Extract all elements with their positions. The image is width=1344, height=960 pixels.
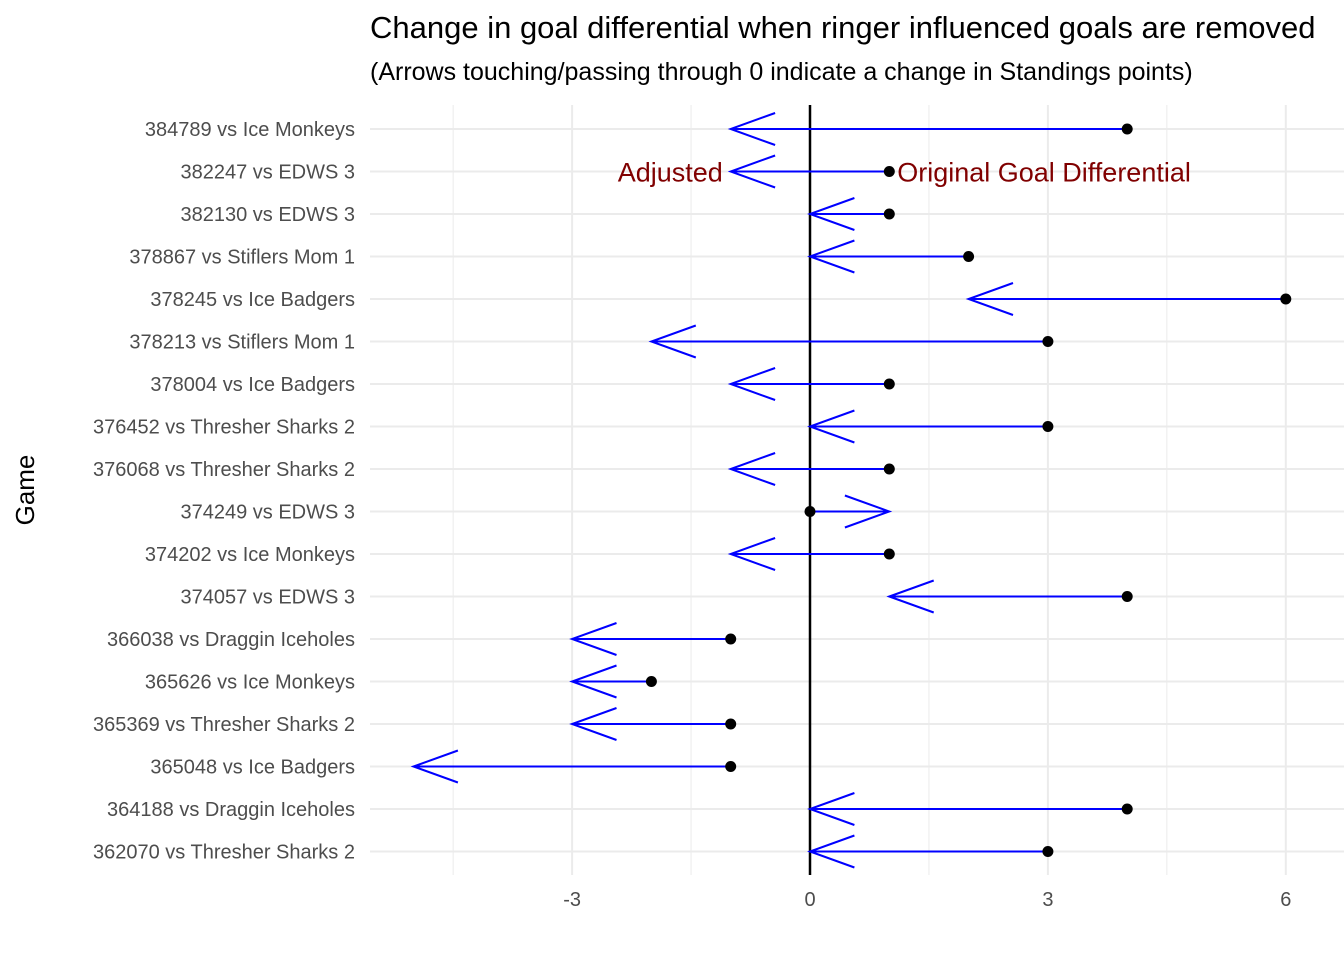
arrow-head [727, 452, 776, 486]
x-tick-label: 0 [804, 889, 815, 911]
arrow-head [727, 537, 776, 571]
y-tick-label: 366038 vs Draggin Iceholes [107, 629, 355, 651]
y-tick-label: 378245 vs Ice Badgers [150, 289, 355, 311]
y-tick-label: 378213 vs Stiflers Mom 1 [129, 332, 355, 354]
arrow-head [807, 834, 855, 869]
y-tick-label: 374057 vs EDWS 3 [180, 587, 355, 609]
y-tick-label: 364188 vs Draggin Iceholes [107, 799, 355, 821]
original-point [1042, 421, 1054, 432]
annotation-label: Adjusted [618, 158, 723, 188]
arrow-head [727, 154, 776, 189]
y-tick-label: 365626 vs Ice Monkeys [145, 672, 355, 694]
change-arrow [569, 664, 652, 699]
chart-title: Change in goal differential when ringer … [370, 10, 1316, 45]
point-layer [645, 123, 1292, 857]
arrow-head [727, 112, 776, 146]
y-tick-label: 376452 vs Thresher Sharks 2 [93, 417, 355, 439]
arrow-head [807, 197, 855, 231]
arrow-head [727, 367, 776, 401]
y-tick-label: 382247 vs EDWS 3 [180, 162, 355, 184]
arrow-head [410, 749, 459, 784]
original-point [883, 378, 895, 390]
change-arrow [886, 579, 1128, 614]
x-tick-label: -3 [563, 889, 581, 911]
original-point [1121, 591, 1133, 602]
y-tick-label: 374202 vs Ice Monkeys [145, 544, 355, 566]
y-tick-label: 378867 vs Stiflers Mom 1 [129, 247, 355, 269]
y-tick-label: 374249 vs EDWS 3 [180, 502, 355, 524]
change-arrow [410, 749, 731, 784]
y-axis-title: Game [10, 455, 40, 526]
chart-subtitle: (Arrows touching/passing through 0 indic… [370, 58, 1193, 86]
grid-layer [370, 105, 1344, 875]
x-tick-label: 6 [1280, 889, 1291, 911]
change-arrow [727, 112, 1128, 146]
arrow-head [844, 494, 893, 529]
original-point [883, 548, 895, 560]
arrow-head [807, 409, 855, 444]
y-tick-label: 376068 vs Thresher Sharks 2 [93, 459, 355, 481]
arrow-layer [410, 112, 1286, 869]
original-point [725, 633, 737, 645]
original-point [883, 166, 895, 177]
change-arrow [569, 622, 731, 656]
y-tick-label: 378004 vs Ice Badgers [150, 374, 355, 396]
original-point [1280, 293, 1292, 305]
change-arrow [569, 707, 731, 741]
arrow-head [569, 622, 617, 656]
x-tick-labels: -3 0 3 6 [563, 889, 1291, 911]
y-tick-labels: 384789 vs Ice Monkeys 382247 vs EDWS 3 382… [93, 119, 355, 864]
y-tick-label: 365048 vs Ice Badgers [150, 757, 355, 779]
original-point [1121, 123, 1133, 135]
original-point [1042, 336, 1054, 347]
change-arrow [727, 367, 890, 401]
arrow-head [807, 792, 855, 826]
annotation-label: Original Goal Differential [897, 158, 1191, 188]
arrow-head [648, 324, 697, 359]
annotation-layer: Adjusted Original Goal Differential [618, 158, 1191, 188]
original-point [883, 208, 895, 220]
original-point [1042, 846, 1054, 857]
change-arrow [807, 834, 1048, 869]
y-tick-label: 362070 vs Thresher Sharks 2 [93, 842, 355, 864]
y-tick-label: 382130 vs EDWS 3 [180, 204, 355, 226]
original-point [883, 463, 895, 475]
change-arrow [727, 452, 890, 486]
change-arrow [810, 494, 893, 529]
original-point [725, 718, 737, 730]
y-tick-label: 384789 vs Ice Monkeys [145, 119, 355, 141]
x-tick-label: 3 [1042, 889, 1053, 911]
change-arrow [965, 282, 1286, 316]
change-arrow [807, 239, 969, 274]
arrow-head [965, 282, 1014, 316]
y-tick-label: 365369 vs Thresher Sharks 2 [93, 714, 355, 736]
change-arrow [807, 409, 1048, 444]
original-point [725, 761, 737, 772]
change-arrow [648, 324, 1048, 359]
arrow-head [886, 579, 935, 614]
original-point [1121, 803, 1133, 815]
arrow-head [569, 707, 617, 741]
original-point [645, 676, 657, 687]
change-arrow [807, 792, 1128, 826]
original-point [804, 506, 816, 517]
change-arrow [727, 154, 890, 189]
change-arrow [807, 197, 890, 231]
arrow-head [569, 664, 617, 699]
original-point [963, 251, 975, 262]
change-arrow [727, 537, 890, 571]
arrow-head [807, 239, 855, 274]
